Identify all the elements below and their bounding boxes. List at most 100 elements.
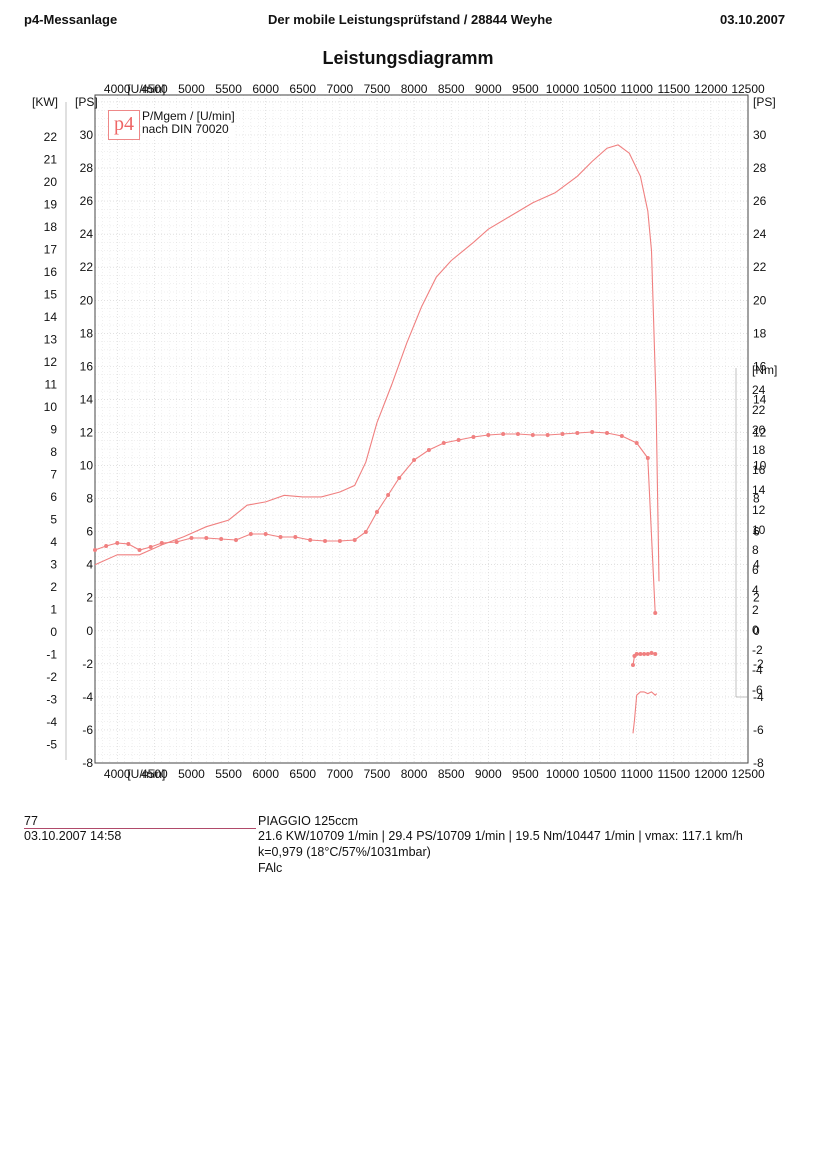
torque-marker <box>486 433 491 437</box>
torque-marker <box>174 540 179 544</box>
nm-tick-label: 24 <box>752 383 766 397</box>
kw-tick-label: 17 <box>44 243 58 257</box>
nm-tick-label: 14 <box>752 483 766 497</box>
torque-marker <box>204 536 209 540</box>
torque-marker <box>456 438 461 442</box>
x-tick-label-bottom: 8000 <box>401 767 428 781</box>
ps-tick-label-left: -4 <box>82 690 93 704</box>
x-tick-label-top: 9000 <box>475 82 502 96</box>
nm-tick-label: -6 <box>752 683 763 697</box>
power-torque-chart: 4000400045004500500050005500550060006000… <box>32 82 777 781</box>
nm-tick-label: 0 <box>752 623 759 637</box>
torque-curve <box>94 431 656 614</box>
kw-tick-label: 0 <box>50 625 57 639</box>
ps-tick-label-left: 14 <box>80 392 94 406</box>
run-number: 77 <box>24 814 38 828</box>
kw-tick-label: 1 <box>50 603 57 617</box>
kw-unit-label: [KW] <box>32 95 58 109</box>
x-tick-label-bottom: 9000 <box>475 767 502 781</box>
operator: FAlc <box>258 861 283 875</box>
x-tick-label-bottom: 12500 <box>731 767 765 781</box>
nm-tick-label: 20 <box>752 423 766 437</box>
torque-marker <box>642 652 647 656</box>
x-tick-label-top: 7000 <box>327 82 354 96</box>
x-tick-label-bottom: 5000 <box>178 767 205 781</box>
nm-unit-label: [Nm] <box>752 363 777 377</box>
nm-tick-label: 2 <box>752 603 759 617</box>
ps-tick-label-right: -8 <box>753 756 764 770</box>
ps-tick-label-right: -2 <box>753 657 764 671</box>
torque-marker <box>634 652 639 656</box>
ps-tick-label-left: 4 <box>86 558 93 572</box>
kw-tick-label: -3 <box>46 693 57 707</box>
torque-marker <box>653 611 658 615</box>
ps-tick-label-right: 24 <box>753 227 767 241</box>
grid-group <box>94 95 749 764</box>
kw-tick-label: 10 <box>44 400 58 414</box>
torque-marker <box>619 434 624 438</box>
correction-factor: k=0,979 (18°C/57%/1031mbar) <box>258 845 431 859</box>
torque-marker <box>278 535 283 539</box>
kw-tick-label: 19 <box>44 198 58 212</box>
ps-tick-label-left: 18 <box>80 326 94 340</box>
x-tick-label-bottom: 9500 <box>512 767 539 781</box>
kw-tick-label: 2 <box>50 580 57 594</box>
x-tick-label-bottom: 8500 <box>438 767 465 781</box>
header-center: Der mobile Leistungsprüfstand / 28844 We… <box>268 12 553 27</box>
ps-tick-label-left: 20 <box>80 293 94 307</box>
ps-tick-label-right: -4 <box>753 690 764 704</box>
ps-tick-label-right: 30 <box>753 128 767 142</box>
footer-divider <box>24 828 256 829</box>
x-tick-label-top: 11000 <box>620 82 653 96</box>
torque-marker <box>93 548 97 552</box>
x-tick-label-top: 8000 <box>401 82 428 96</box>
x-tick-label-top: 8500 <box>438 82 465 96</box>
ps-tick-label-left: 12 <box>80 425 94 439</box>
nm-tick-label: 4 <box>752 583 759 597</box>
torque-marker <box>293 535 298 539</box>
kw-tick-label: 16 <box>44 265 58 279</box>
x-tick-label-bottom: 7000 <box>327 767 354 781</box>
torque-marker <box>352 538 357 542</box>
header-date: 03.10.2007 <box>720 12 786 27</box>
x-tick-label-bottom: 11000 <box>620 767 653 781</box>
kw-tick-label: 6 <box>50 490 57 504</box>
ps-tick-label-left: 0 <box>86 624 93 638</box>
torque-marker <box>159 541 164 545</box>
ps-tick-label-right: 8 <box>753 492 760 506</box>
power-curve <box>632 691 658 734</box>
kw-tick-label: -1 <box>46 648 57 662</box>
legend-line-1: P/Mgem / [U/min] <box>142 109 235 123</box>
legend: P/Mgem / [U/min] nach DIN 70020 <box>142 110 235 136</box>
ps-tick-label-right: 14 <box>753 392 767 406</box>
ps-unit-label-right: [PS] <box>753 95 776 109</box>
torque-marker <box>248 532 253 536</box>
nm-tick-label: 8 <box>752 543 759 557</box>
torque-marker <box>605 431 610 435</box>
x-tick-label-bottom: 7500 <box>364 767 391 781</box>
x-tick-label-top: 11500 <box>658 82 691 96</box>
x-tick-label-top: 6000 <box>252 82 279 96</box>
x-tick-label-bottom: 12000 <box>694 767 728 781</box>
x-tick-label-top: 9500 <box>512 82 539 96</box>
torque-marker <box>575 431 580 435</box>
nm-tick-label: 16 <box>752 463 766 477</box>
ps-tick-label-right: 0 <box>753 624 760 638</box>
x-tick-label-top: 4000 <box>104 82 131 96</box>
kw-tick-label: 22 <box>44 130 58 144</box>
kw-tick-label: 9 <box>50 423 57 437</box>
ps-tick-label-left: -6 <box>82 723 93 737</box>
nm-tick-label: 18 <box>752 443 766 457</box>
nm-tick-label: 10 <box>752 523 766 537</box>
torque-marker <box>645 652 650 656</box>
x-tick-label-top: 7500 <box>364 82 391 96</box>
torque-marker <box>148 545 153 549</box>
ps-tick-label-left: 8 <box>86 492 93 506</box>
torque-marker <box>386 493 391 497</box>
ps-tick-label-left: 2 <box>86 591 93 605</box>
legend-line-2: nach DIN 70020 <box>142 122 229 136</box>
torque-marker <box>515 432 520 436</box>
x-tick-label-bottom: 10000 <box>546 767 580 781</box>
torque-marker <box>545 433 550 437</box>
torque-marker <box>323 539 328 543</box>
